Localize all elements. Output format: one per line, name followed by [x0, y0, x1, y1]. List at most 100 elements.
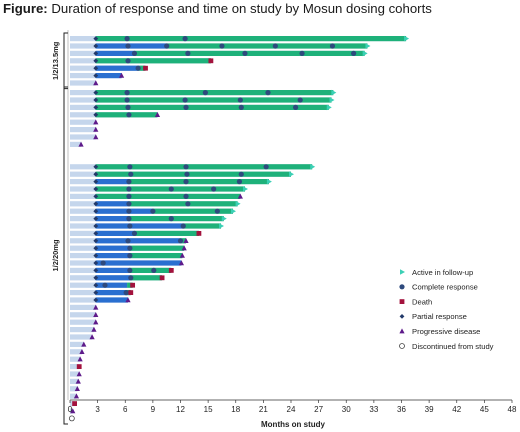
- legend-label: Partial response: [412, 312, 467, 321]
- x-axis: 0 3 6 9 12 15 18 21 24 27 30 33 36 39 42 45 48: [67, 30, 517, 414]
- x-tick-label: 39: [425, 405, 434, 414]
- marker-pr: [93, 194, 99, 199]
- bar-response: [129, 245, 185, 251]
- bar-on-study: [70, 393, 77, 399]
- bar-partial-response: [95, 275, 131, 281]
- bar-response: [152, 208, 233, 214]
- x-tick-label: 36: [397, 405, 406, 414]
- marker-pd: [93, 319, 99, 325]
- bar-on-study: [70, 327, 94, 333]
- marker-pd: [125, 297, 131, 303]
- bar-on-study: [70, 312, 96, 318]
- bar-response: [95, 171, 292, 177]
- bar-response: [95, 104, 329, 110]
- figure-caption-text: Duration of response and time on study b…: [51, 1, 432, 16]
- marker-pd: [76, 371, 82, 377]
- marker-pr: [93, 208, 99, 214]
- marker-pr: [93, 90, 99, 95]
- bar-response: [130, 275, 163, 281]
- marker-cr: [131, 50, 138, 57]
- x-tick-label: 45: [480, 405, 489, 414]
- cohort-label: 1/2/20mg: [51, 239, 60, 272]
- bar-response: [183, 223, 222, 229]
- marker-pr: [93, 73, 99, 78]
- x-tick-label: 12: [176, 405, 185, 414]
- marker-active: [230, 208, 236, 214]
- x-tick-label: 3: [95, 405, 100, 414]
- marker-pd: [93, 119, 99, 125]
- marker-disc: [68, 415, 75, 422]
- marker-cr: [185, 201, 191, 207]
- bar-on-study: [70, 386, 78, 392]
- x-tick-label: 9: [151, 405, 156, 414]
- marker-cr: [128, 171, 134, 177]
- bar-response: [127, 282, 133, 288]
- marker-cr: [211, 186, 217, 192]
- marker-death: [76, 364, 82, 369]
- marker-pd: [93, 134, 99, 140]
- marker-pr: [93, 65, 99, 71]
- markers-layer: [68, 35, 410, 422]
- bar-partial-response: [95, 73, 122, 79]
- cohort-bracket: [63, 32, 68, 90]
- bar-response: [95, 90, 334, 96]
- x-tick-label: 21: [259, 405, 268, 414]
- marker-cr: [202, 90, 208, 96]
- marker-pr: [93, 112, 99, 118]
- bar-on-study: [70, 334, 93, 340]
- bar-on-study: [70, 304, 96, 310]
- marker-cr: [126, 179, 132, 185]
- marker-cr: [238, 104, 244, 110]
- marker-pr: [93, 36, 99, 41]
- x-tick-label: 18: [231, 405, 240, 414]
- bar-on-study: [70, 371, 80, 377]
- marker-pd: [181, 245, 187, 251]
- marker-active: [266, 178, 272, 185]
- marker-pr: [93, 97, 99, 103]
- marker-cr: [125, 58, 131, 64]
- marker-death: [196, 231, 202, 236]
- bar-on-study: [70, 349, 82, 355]
- bar-response: [139, 65, 146, 71]
- marker-pd: [183, 238, 189, 243]
- x-tick-label: 0: [68, 405, 73, 414]
- marker-pd: [70, 408, 76, 414]
- marker-death: [143, 65, 148, 71]
- marker-cr: [265, 90, 271, 96]
- marker-cr: [124, 90, 130, 96]
- bar-response: [166, 43, 368, 49]
- bar-partial-response: [95, 50, 135, 56]
- marker-pr: [93, 171, 99, 177]
- figure-caption: Figure: Duration of response and time on…: [3, 1, 432, 16]
- marker-death: [208, 58, 214, 64]
- marker-pd: [93, 126, 99, 132]
- legend-symbol-pr: [399, 314, 405, 319]
- marker-cr: [126, 208, 132, 214]
- marker-pd: [78, 141, 84, 147]
- bar-on-study: [70, 80, 96, 86]
- bar-response: [95, 36, 407, 42]
- bar-on-study: [70, 134, 96, 140]
- bar-partial-response: [95, 238, 181, 244]
- marker-cr: [183, 193, 189, 199]
- x-tick-label: 48: [508, 405, 517, 414]
- marker-death: [159, 275, 165, 281]
- marker-pd: [93, 312, 99, 317]
- legend-label: Active in follow-up: [412, 268, 473, 277]
- marker-cr: [183, 179, 189, 185]
- x-tick-label: 42: [452, 405, 461, 414]
- bars-layer: [70, 36, 407, 421]
- x-tick-label: 27: [314, 405, 323, 414]
- marker-pd: [91, 326, 97, 332]
- marker-active: [242, 186, 248, 192]
- marker-pr: [93, 186, 99, 192]
- marker-cr: [293, 104, 299, 110]
- marker-active: [221, 215, 227, 222]
- marker-cr: [219, 43, 225, 49]
- marker-pr: [93, 51, 99, 56]
- marker-pr: [93, 58, 99, 64]
- marker-pr: [93, 290, 99, 295]
- bar-on-study: [70, 364, 80, 370]
- marker-cr: [164, 43, 170, 49]
- bar-on-study: [70, 127, 96, 133]
